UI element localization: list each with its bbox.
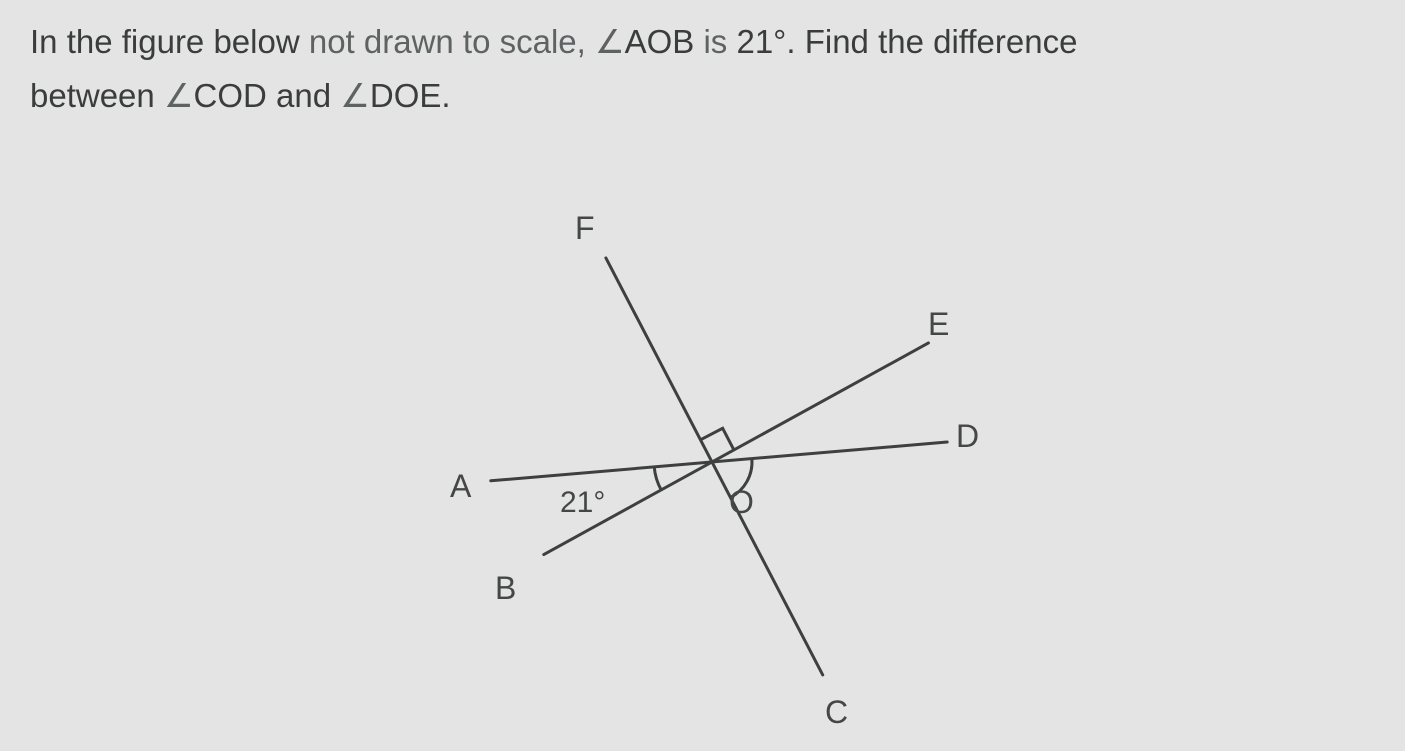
label-D: D xyxy=(956,418,979,455)
angle-cod: COD xyxy=(194,77,267,114)
period: . xyxy=(441,77,450,114)
q-mid: not drawn to scale, xyxy=(300,23,595,60)
label-O: O xyxy=(729,484,754,521)
angle-sym-1: ∠ xyxy=(595,23,625,60)
label-A: A xyxy=(450,468,471,505)
angle-sym-3: ∠ xyxy=(340,77,370,114)
and-text: and xyxy=(267,77,340,114)
label-E: E xyxy=(928,306,949,343)
label-B: B xyxy=(495,570,516,607)
diagram-svg xyxy=(350,190,1050,730)
question-text: In the figure below not drawn to scale, … xyxy=(30,15,1375,124)
q-line2-prefix: between xyxy=(30,77,164,114)
angle-val: 21° xyxy=(736,23,786,60)
angle-doe: DOE xyxy=(370,77,442,114)
angle-aob: AOB xyxy=(625,23,695,60)
label-C: C xyxy=(825,694,848,731)
is-text: is xyxy=(694,23,736,60)
angle-label-21: 21° xyxy=(560,486,605,520)
geometry-diagram: A B C D E F 21° O xyxy=(350,190,1050,730)
label-F: F xyxy=(575,210,595,247)
q-prefix: In the figure below xyxy=(30,23,300,60)
q-suffix: . Find the difference xyxy=(786,23,1077,60)
angle-sym-2: ∠ xyxy=(164,77,194,114)
